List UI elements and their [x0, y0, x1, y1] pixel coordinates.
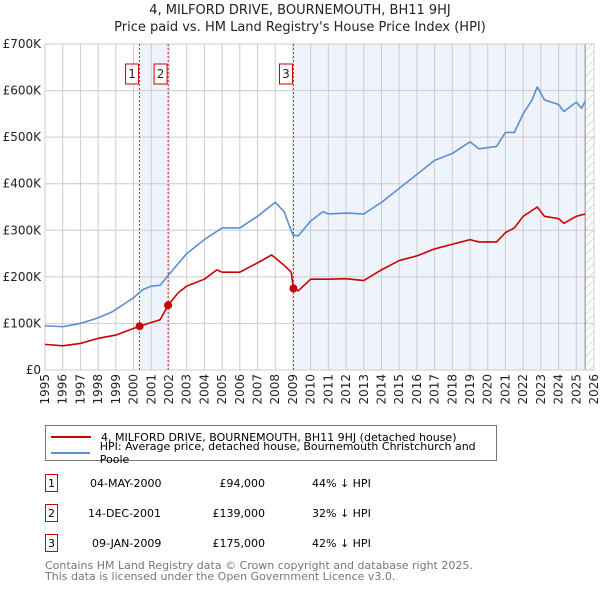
x-tick-label: 2005	[215, 374, 229, 405]
sale-price: £94,000	[219, 477, 266, 490]
x-tick-label: 2020	[481, 374, 495, 405]
legend-label: HPI: Average price, detached house, Bour…	[99, 440, 476, 466]
sale-price: £175,000	[212, 537, 266, 550]
x-tick-label: 1996	[56, 374, 70, 405]
x-tick-label: 2006	[233, 374, 247, 405]
hpi-line	[44, 86, 586, 328]
y-tick-label: £100K	[3, 316, 43, 330]
x-tick-label: 2010	[304, 374, 318, 405]
future-hatch	[585, 44, 594, 370]
sale-label-box	[125, 63, 140, 85]
x-tick-label: 2016	[410, 374, 424, 405]
sale-marker-badge: 1	[45, 474, 58, 492]
sale-point	[164, 301, 173, 310]
x-tick-label: 2026	[587, 374, 600, 405]
footer-licence: This data is licensed under the Open Gov…	[45, 570, 396, 583]
sale-hpi-diff: 44% ↓ HPI	[312, 477, 371, 490]
x-tick-label: 2015	[392, 374, 406, 405]
sale-label: 2	[157, 67, 165, 81]
sale-date: 04-MAY-2000	[90, 477, 162, 490]
x-tick-label: 2002	[162, 374, 176, 405]
x-tick-label: 2000	[127, 374, 141, 405]
x-tick-label: 2012	[339, 374, 353, 405]
x-tick-label: 2008	[268, 374, 282, 405]
x-tick-label: 2023	[534, 374, 548, 405]
sale-label-box	[153, 63, 168, 85]
sale-date: 09-JAN-2009	[92, 537, 162, 550]
x-tick-label: 1999	[109, 374, 123, 405]
sale-price: £139,000	[212, 507, 266, 520]
legend: 4, MILFORD DRIVE, BOURNEMOUTH, BH11 9HJ …	[45, 425, 497, 466]
sale-hpi-diff: 42% ↓ HPI	[312, 537, 371, 550]
x-tick-label: 2019	[463, 374, 477, 405]
chart-title: 4, MILFORD DRIVE, BOURNEMOUTH, BH11 9HJ	[149, 3, 451, 18]
x-tick-label: 2018	[445, 374, 459, 405]
plot-border	[44, 43, 595, 371]
chart-subtitle: Price paid vs. HM Land Registry's House …	[114, 20, 486, 35]
sale-label: 1	[128, 67, 136, 81]
legend-item-property: 4, MILFORD DRIVE, BOURNEMOUTH, BH11 9HJ …	[46, 429, 496, 445]
y-tick-label: £200K	[3, 270, 43, 284]
x-tick-label: 1998	[91, 374, 105, 405]
sale-point	[289, 284, 298, 293]
y-tick-label: £600K	[3, 84, 43, 98]
property-line	[44, 206, 586, 347]
sale-point	[135, 322, 144, 331]
legend-swatch	[51, 452, 90, 454]
x-tick-label: 2011	[321, 374, 335, 405]
sale-row: 3 09-JAN-2009 £175,000 42% ↓ HPI	[45, 534, 445, 554]
x-tick-label: 2017	[428, 374, 442, 405]
plot-area: 1995 1996 1997 1998 1999 2000 2001 2002 2003 2004…	[3, 37, 600, 405]
sale-date: 14-DEC-2001	[88, 507, 162, 520]
legend-label: 4, MILFORD DRIVE, BOURNEMOUTH, BH11 9HJ …	[101, 430, 457, 444]
sale-marker-badge: 3	[45, 534, 58, 552]
x-tick-label: 2022	[516, 374, 530, 405]
x-tick-label: 2001	[144, 374, 158, 405]
y-tick-label: £300K	[3, 223, 43, 237]
x-tick-label: 2013	[357, 374, 371, 405]
sale-label-box	[278, 63, 293, 85]
x-tick-label: 2004	[197, 374, 211, 405]
x-tick-label: 1995	[38, 374, 52, 405]
sale-row: 1 04-MAY-2000 £94,000 44% ↓ HPI	[45, 474, 445, 494]
sale-marker-badge: 2	[45, 504, 58, 522]
legend-swatch	[51, 436, 91, 438]
footer-copyright: Contains HM Land Registry data © Crown c…	[45, 559, 473, 572]
footer: Contains HM Land Registry data © Crown c…	[45, 560, 473, 582]
sale-row: 2 14-DEC-2001 £139,000 32% ↓ HPI	[45, 504, 445, 524]
y-tick-label: £0	[26, 363, 41, 377]
y-tick-label: £500K	[3, 130, 43, 144]
x-tick-label: 2024	[552, 374, 566, 405]
ownership-shade	[139, 44, 169, 370]
x-tick-label: 2007	[251, 374, 265, 405]
x-tick-label: 1997	[73, 374, 87, 405]
x-tick-label: 2003	[180, 374, 194, 405]
legend-item-hpi: HPI: Average price, detached house, Bour…	[46, 440, 496, 466]
y-tick-label: £700K	[3, 37, 43, 51]
x-tick-label: 2009	[286, 374, 300, 405]
x-tick-label: 2025	[569, 374, 583, 405]
x-tick-label: 2014	[374, 374, 388, 405]
sale-label: 3	[282, 67, 290, 81]
y-tick-label: £400K	[3, 177, 43, 191]
x-tick-label: 2021	[498, 374, 512, 405]
sale-hpi-diff: 32% ↓ HPI	[312, 507, 371, 520]
